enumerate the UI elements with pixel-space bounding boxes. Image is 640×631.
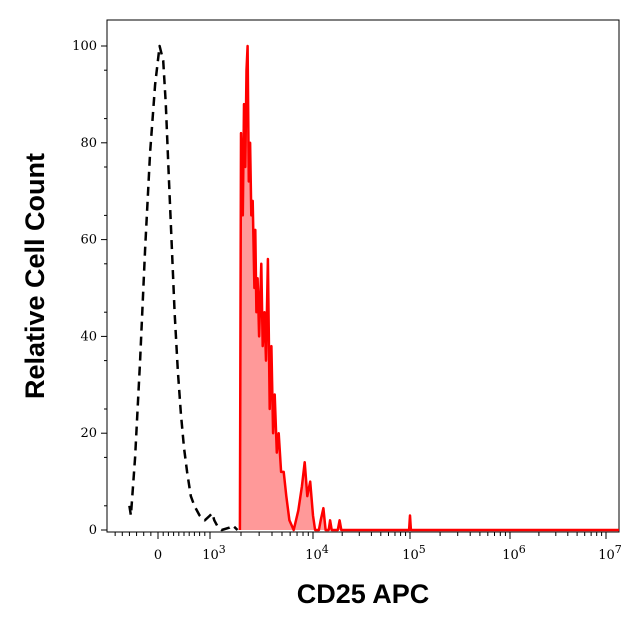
y-tick-label-80: 80: [80, 136, 97, 151]
y-tick-label-60: 60: [80, 233, 97, 248]
x-tick-label-10000: 104: [305, 543, 329, 563]
series-0-line: [128, 44, 239, 532]
y-tick-label-100: 100: [72, 39, 97, 54]
y-axis-title: Relative Cell Count: [20, 153, 50, 399]
x-axis-title: CD25 APC: [297, 579, 430, 609]
y-tick-label-40: 40: [80, 329, 97, 344]
x-tick-label-10000000: 107: [598, 543, 622, 563]
y-tick-label-20: 20: [80, 426, 97, 441]
plot-frame: [106, 19, 620, 533]
series-1-fill: [239, 46, 619, 530]
y-axis: 0 20 40 60 80 100: [72, 39, 107, 538]
x-tick-label-1000000: 106: [502, 543, 526, 563]
x-tick-label-0: 0: [154, 548, 162, 563]
x-tick-label-1000: 103: [202, 543, 226, 563]
x-tick-label-100000: 105: [402, 543, 426, 563]
series-layer: [128, 44, 619, 532]
y-tick-label-0: 0: [89, 523, 97, 538]
x-axis: 0 103 104 105 106 107: [114, 532, 622, 563]
series-1-line: [238, 44, 619, 532]
